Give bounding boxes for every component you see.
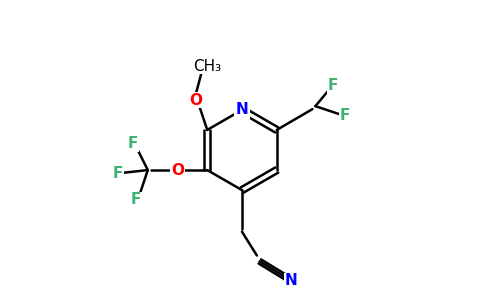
Text: F: F [131, 192, 141, 207]
Text: O: O [189, 93, 202, 108]
Text: CH₃: CH₃ [193, 58, 221, 74]
Text: N: N [236, 102, 248, 117]
Text: F: F [328, 78, 338, 93]
Text: N: N [285, 273, 297, 288]
Text: O: O [171, 163, 184, 178]
Text: F: F [113, 166, 123, 181]
Text: F: F [340, 108, 350, 123]
Text: F: F [128, 136, 138, 151]
